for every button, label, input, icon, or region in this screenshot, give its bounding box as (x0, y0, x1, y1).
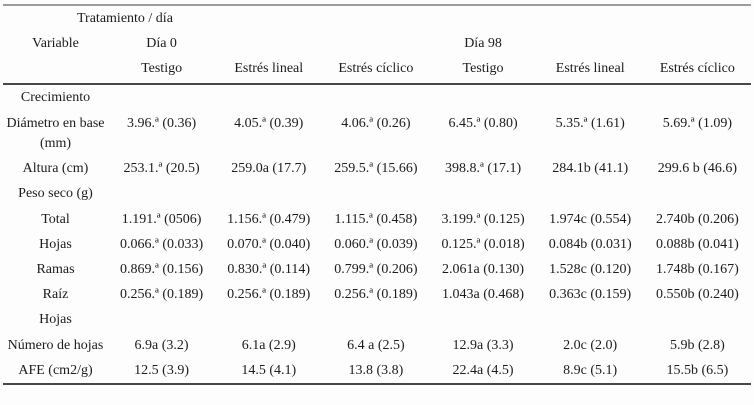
table-row-altura: Altura (cm) 253.1.ª (20.5) 259.0a (17.7)… (3, 156, 751, 181)
value-cell: 2.0c (2.0) (563, 337, 618, 353)
value-cell: 0.550b (0.240) (655, 286, 739, 302)
value-cell: 5.69.ª (1.09) (662, 115, 732, 131)
row-label: Peso seco (g) (18, 186, 93, 201)
row-label: Diámetro en base (mm) (6, 115, 105, 151)
value-cell: 0.799.ª (0.206) (334, 261, 418, 277)
value-cell: 1.043a (0.468) (442, 286, 525, 302)
value-cell: 299.6 b (46.6) (657, 160, 738, 176)
value-cell: 13.8 (3.8) (348, 362, 404, 378)
spacer-cell (537, 31, 644, 56)
day-98-header: Día 98 (464, 36, 502, 51)
row-label: Ramas (36, 261, 75, 277)
value-cell: 3.96.ª (0.36) (126, 115, 197, 131)
col-header-dia98-estres-ciclico: Estrés cíclico (643, 56, 751, 85)
value-cell: 1.115.ª (0.458) (334, 211, 418, 227)
row-label: Hojas (39, 312, 72, 327)
table-row-hojas-peso: Hojas 0.066.ª (0.033) 0.070.ª (0.040) 0.… (3, 232, 751, 257)
value-cell: 259.0a (17.7) (231, 160, 307, 176)
row-label: Altura (cm) (22, 160, 89, 176)
value-cell: 12.9a (3.3) (452, 337, 514, 353)
value-cell: 22.4a (4.5) (452, 362, 514, 378)
value-cell: 0.084b (0.031) (548, 236, 632, 252)
row-label: Hojas (39, 236, 72, 252)
col-header-dia0-estres-ciclico: Estrés cíclico (322, 56, 430, 85)
row-label: AFE (cm2/g) (18, 362, 93, 378)
value-cell: 5.9b (2.8) (669, 337, 725, 353)
spacer-cell (215, 31, 322, 56)
table-row-raiz: Raíz 0.256.ª (0.189) 0.256.ª (0.189) 0.2… (3, 282, 751, 307)
table-row-diametro: Diámetro en base (mm) 3.96.ª (0.36) 4.05… (3, 111, 751, 156)
col-header-dia0-testigo: Testigo (108, 56, 216, 85)
value-cell: 0.070.ª (0.040) (227, 236, 311, 252)
value-cell: 4.05.ª (0.39) (234, 115, 304, 131)
value-cell: 5.35.ª (1.61) (555, 115, 625, 131)
variable-column-header: Variable (32, 36, 79, 51)
value-cell: 15.5b (6.5) (666, 362, 729, 378)
value-cell: 6.4 a (2.5) (347, 337, 405, 353)
value-cell: 1.528c (0.120) (549, 261, 632, 277)
value-cell: 0.256.ª (0.189) (334, 286, 418, 302)
day-header-row: Variable Día 0 Día 98 (3, 31, 751, 56)
value-cell: 0.125.ª (0.018) (441, 236, 525, 252)
value-cell: 2.061a (0.130) (442, 261, 525, 277)
value-cell: 1.974c (0.554) (549, 211, 632, 227)
value-cell: 6.1a (2.9) (241, 337, 296, 353)
top-header-row: Tratamiento / día (3, 5, 751, 31)
treatment-header-row: Testigo Estrés lineal Estrés cíclico Tes… (3, 56, 751, 85)
table-row-peso-seco: Peso seco (g) (3, 181, 751, 207)
col-header-dia98-testigo: Testigo (429, 56, 537, 85)
value-cell: 2.740b (0.206) (655, 211, 739, 227)
value-cell: 14.5 (4.1) (241, 362, 297, 378)
table-row-afe: AFE (cm2/g) 12.5 (3.9) 14.5 (4.1) 13.8 (… (3, 358, 751, 384)
value-cell: 1.191.ª (0506) (121, 211, 202, 227)
value-cell: 0.088b (0.041) (655, 236, 739, 252)
empty-cell (108, 307, 751, 333)
day-0-header: Día 0 (146, 36, 177, 51)
page: Tratamiento / día Variable Día 0 Día 98 … (3, 4, 751, 385)
empty-cell (108, 181, 751, 207)
value-cell: 253.1.ª (20.5) (123, 160, 200, 176)
results-table: Tratamiento / día Variable Día 0 Día 98 … (3, 4, 751, 385)
row-label: Crecimiento (20, 90, 91, 105)
value-cell: 8.9c (5.1) (563, 362, 618, 378)
value-cell: 0.256.ª (0.189) (119, 286, 204, 302)
value-cell: 0.869.ª (0.156) (119, 261, 204, 277)
value-cell: 3.199.ª (0.125) (441, 211, 525, 227)
table-row-crecimiento: Crecimiento (3, 84, 751, 111)
table-body: Crecimiento Diámetro en base (mm) 3.96.ª… (3, 84, 751, 384)
value-cell: 1.156.ª (0.479) (227, 211, 311, 227)
spacer-cell (322, 31, 429, 56)
value-cell: 6.45.ª (0.80) (448, 115, 518, 131)
table-row-hojas-categoria: Hojas (3, 307, 751, 333)
spacer-cell (644, 31, 751, 56)
table-title: Tratamiento / día (77, 11, 173, 26)
value-cell: 398.8.ª (17.1) (444, 160, 522, 176)
row-label: Raíz (42, 286, 69, 302)
value-cell: 0.060.ª (0.039) (334, 236, 418, 252)
value-cell: 284.1b (41.1) (552, 160, 629, 176)
value-cell: 1.748b (0.167) (655, 261, 739, 277)
value-cell: 0.256.ª (0.189) (227, 286, 311, 302)
table-header: Tratamiento / día Variable Día 0 Día 98 … (3, 5, 751, 85)
value-cell: 259.5.ª (15.66) (334, 160, 418, 176)
col-header-dia0-estres-lineal: Estrés lineal (215, 56, 323, 85)
col-header-dia98-estres-lineal: Estrés lineal (536, 56, 644, 85)
spacer-cell (3, 56, 108, 85)
row-label: Número de hojas (7, 337, 104, 353)
value-cell: 0.363c (0.159) (549, 286, 632, 302)
row-label: Total (41, 211, 70, 227)
table-row-numero-de-hojas: Número de hojas 6.9a (3.2) 6.1a (2.9) 6.… (3, 333, 751, 358)
value-cell: 4.06.ª (0.26) (341, 115, 411, 131)
value-cell: 6.9a (3.2) (134, 337, 189, 353)
empty-cell (108, 84, 751, 111)
table-row-ramas: Ramas 0.869.ª (0.156) 0.830.ª (0.114) 0.… (3, 257, 751, 282)
value-cell: 12.5 (3.9) (134, 362, 189, 378)
value-cell: 0.830.ª (0.114) (227, 261, 311, 277)
table-row-total: Total 1.191.ª (0506) 1.156.ª (0.479) 1.1… (3, 207, 751, 232)
value-cell: 0.066.ª (0.033) (119, 236, 204, 252)
